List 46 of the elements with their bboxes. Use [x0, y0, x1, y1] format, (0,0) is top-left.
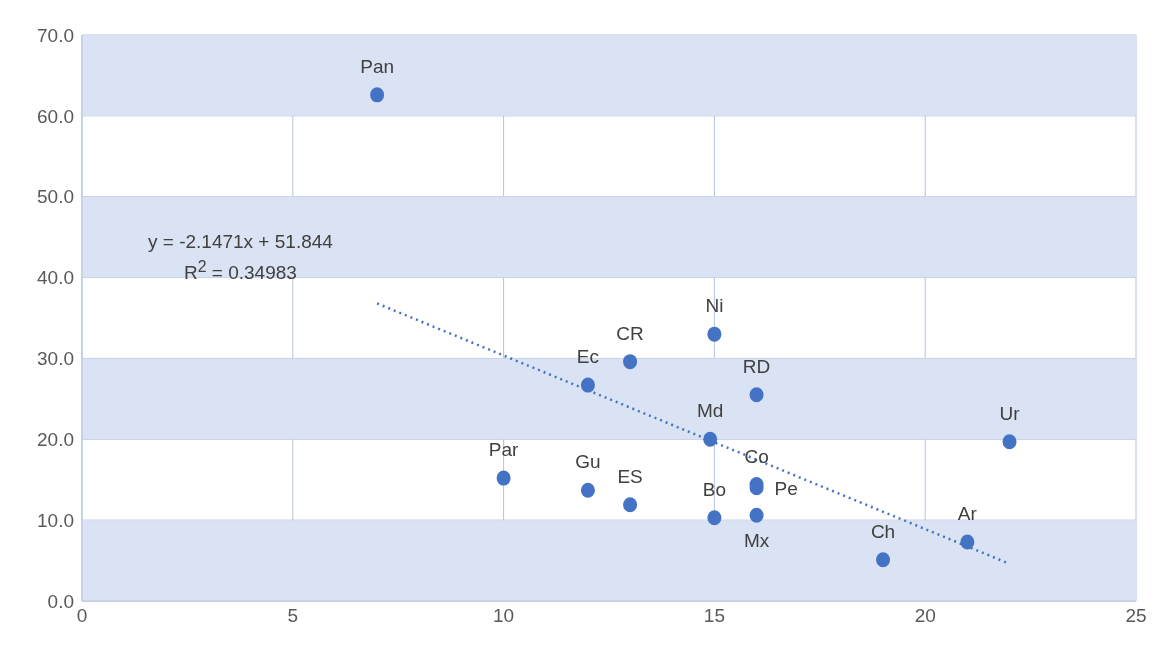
point [707, 510, 722, 526]
annotation: Ur [999, 402, 1021, 424]
point [749, 387, 764, 403]
annotation: RD [742, 355, 771, 377]
annotation: Md [696, 400, 724, 422]
x-tick-label: 10 [493, 605, 515, 627]
annotation: Ni [705, 295, 724, 317]
annotation: y = -2.1471x + 51.844 [148, 230, 333, 254]
annotation: Ch [870, 520, 896, 542]
x-tick-label: 0 [76, 605, 88, 627]
y-tick-label: 60.0 [37, 105, 74, 127]
annotation: Bo [702, 478, 727, 500]
annotation: Mx [743, 529, 770, 551]
annotation: Par [488, 439, 520, 461]
point [623, 497, 638, 513]
y-tick-label: 10.0 [37, 509, 74, 531]
point [876, 552, 891, 568]
point [370, 87, 385, 103]
y-tick-label: 0.0 [47, 590, 74, 612]
annotation: Ar [957, 502, 978, 524]
y-tick-label: 50.0 [37, 186, 74, 208]
point [960, 534, 975, 550]
y-tick-label: 30.0 [37, 348, 74, 370]
x-tick-label: 20 [914, 605, 936, 627]
x-tick-label: 25 [1125, 605, 1147, 627]
point [496, 470, 511, 486]
x-tick-label: 5 [287, 605, 299, 627]
annotation: Pan [360, 55, 395, 77]
annotation: R$^{2}$ = 0.34983 [183, 257, 298, 286]
annotation: Pe [774, 477, 798, 499]
annotation: CR [616, 322, 644, 344]
y-tick-label: 20.0 [37, 429, 74, 451]
annotation: Gu [575, 451, 601, 473]
annotation: Co [744, 445, 769, 467]
y-tick-label: 70.0 [37, 24, 74, 46]
point [749, 507, 764, 523]
point [580, 377, 595, 393]
point [1002, 434, 1017, 450]
x-tick-label: 15 [703, 605, 725, 627]
point [580, 482, 595, 498]
y-tick-label: 40.0 [37, 267, 74, 289]
point [707, 326, 722, 342]
point [703, 431, 718, 447]
annotation: Ec [576, 346, 600, 368]
annotation: ES [617, 465, 643, 487]
point [623, 354, 638, 370]
